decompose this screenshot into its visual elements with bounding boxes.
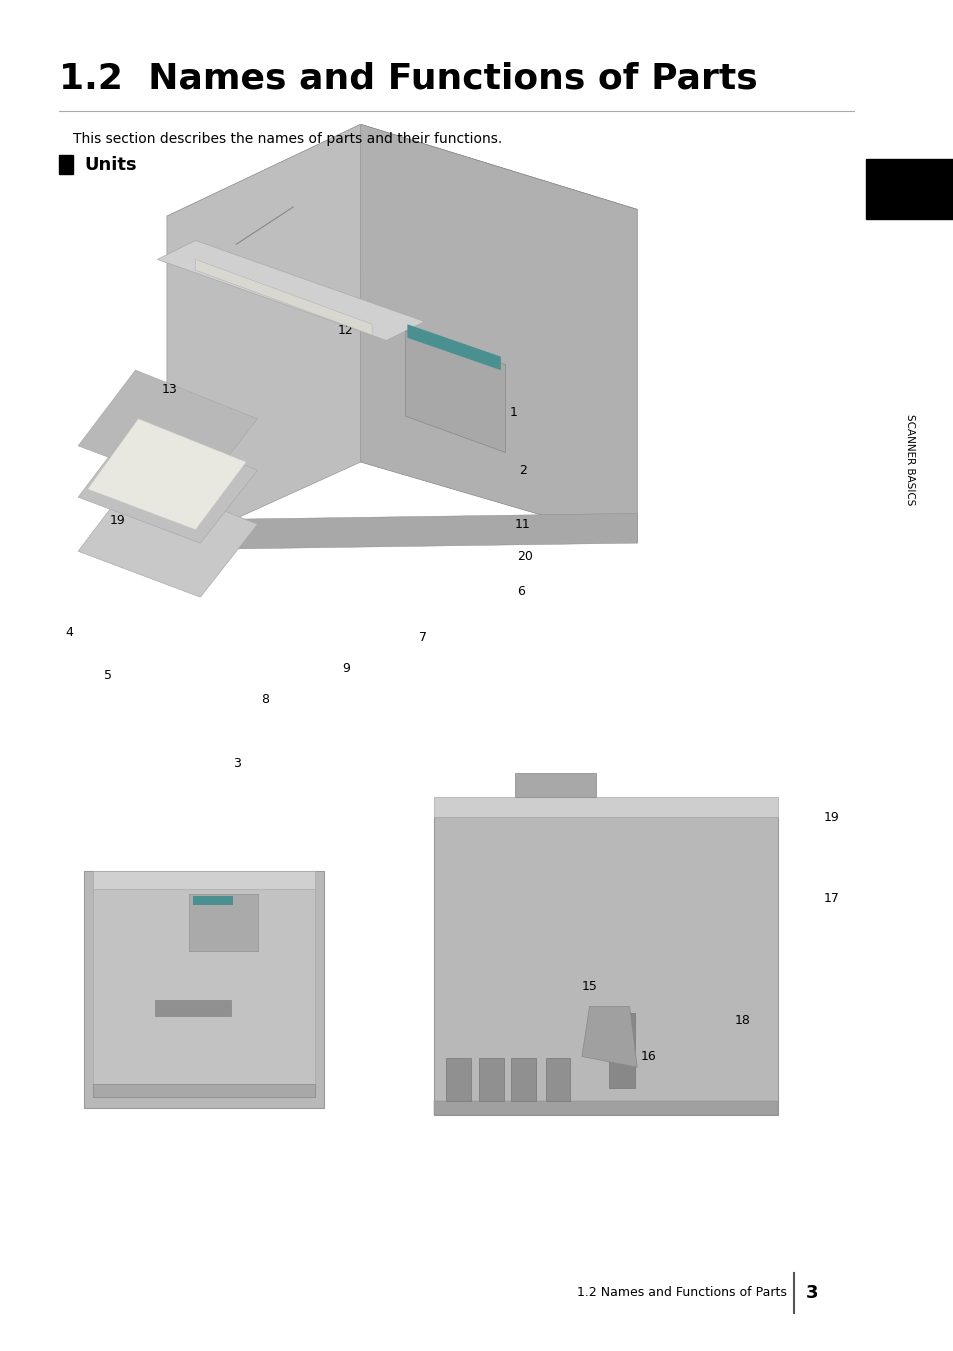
Bar (545, 1058, 570, 1101)
Text: 19: 19 (823, 811, 839, 824)
Polygon shape (157, 240, 424, 340)
Polygon shape (78, 370, 257, 492)
Text: 3: 3 (233, 757, 240, 770)
Text: 4: 4 (66, 626, 73, 639)
Bar (154, 1000, 231, 1016)
Text: SCANNER BASICS: SCANNER BASICS (904, 413, 914, 505)
Polygon shape (88, 419, 246, 530)
Text: 2: 2 (518, 463, 526, 477)
Text: 20: 20 (517, 550, 532, 563)
Bar (865, 159, 953, 219)
Text: 16: 16 (640, 1050, 656, 1063)
Bar (515, 773, 596, 797)
Text: 14: 14 (129, 439, 144, 453)
Bar (511, 1058, 536, 1101)
Text: 1: 1 (899, 174, 920, 204)
Text: Units: Units (84, 155, 136, 174)
Text: 17: 17 (823, 892, 839, 905)
Bar (434, 817, 777, 1115)
Bar (189, 894, 257, 951)
Text: 3: 3 (805, 1283, 818, 1302)
Polygon shape (434, 797, 777, 817)
Text: 6: 6 (517, 585, 524, 598)
Polygon shape (78, 476, 257, 597)
Bar (93, 884, 314, 1097)
Text: 7: 7 (418, 631, 426, 644)
Polygon shape (581, 1006, 637, 1067)
Polygon shape (78, 422, 257, 543)
Text: 13: 13 (162, 382, 177, 396)
Bar (93, 1084, 314, 1097)
Bar (434, 1101, 777, 1115)
Polygon shape (84, 871, 324, 1108)
Polygon shape (195, 259, 372, 335)
Polygon shape (167, 124, 637, 300)
Bar (608, 1013, 635, 1088)
Bar (478, 1058, 503, 1101)
Text: 8: 8 (261, 693, 269, 707)
Text: 1.2  Names and Functions of Parts: 1.2 Names and Functions of Parts (59, 61, 757, 96)
Text: 11: 11 (515, 517, 530, 531)
Bar (59, 155, 72, 174)
Text: 15: 15 (581, 979, 597, 993)
Text: 1.2 Names and Functions of Parts: 1.2 Names and Functions of Parts (577, 1286, 786, 1300)
Polygon shape (167, 124, 360, 550)
Text: This section describes the names of parts and their functions.: This section describes the names of part… (73, 132, 502, 146)
Bar (446, 1058, 471, 1101)
Polygon shape (405, 331, 505, 453)
Polygon shape (360, 124, 637, 543)
Text: 10: 10 (457, 355, 473, 369)
Text: 5: 5 (104, 669, 112, 682)
Bar (93, 871, 314, 889)
Text: 12: 12 (337, 324, 353, 338)
Bar (193, 896, 233, 905)
Polygon shape (407, 324, 500, 370)
Text: 9: 9 (342, 662, 350, 676)
Text: 1: 1 (509, 405, 517, 419)
Text: 19: 19 (110, 513, 125, 527)
Polygon shape (167, 513, 637, 550)
Text: 18: 18 (734, 1013, 749, 1027)
